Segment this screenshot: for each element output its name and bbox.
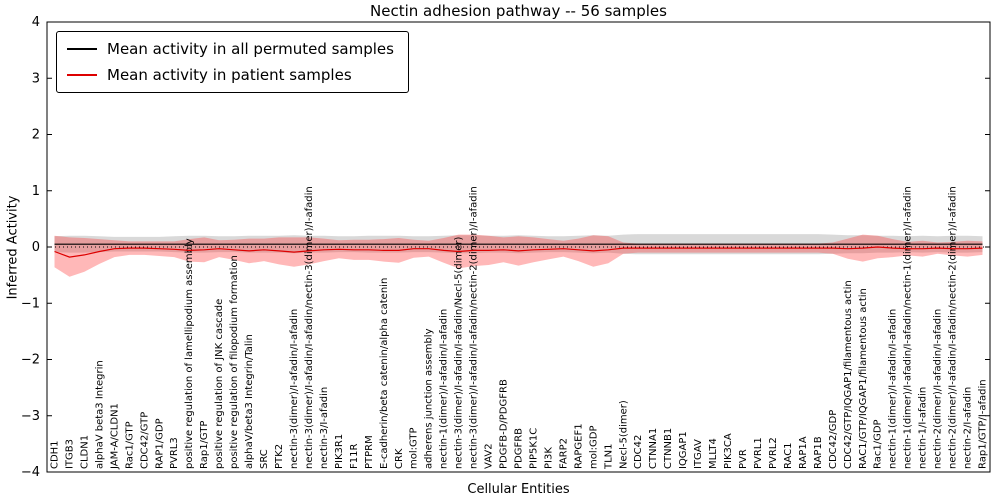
category-label: Rac1/GDP: [873, 419, 884, 469]
category-label: PVRL2: [768, 437, 779, 469]
category-label: Rac1/GTP: [124, 421, 135, 469]
category-label: FARP2: [558, 438, 569, 469]
category-label: positive regulation of lamellipodium ass…: [184, 238, 195, 469]
x-axis-label: Cellular Entities: [467, 482, 570, 497]
category-label: alphaV/beta3 Integrin/Talin: [244, 334, 255, 469]
category-label: mol:GDP: [588, 426, 599, 470]
category-label: CLDN1: [79, 435, 90, 469]
category-label: CTNNA1: [648, 428, 659, 469]
category-label: JAM-A/CLDN1: [109, 403, 120, 470]
legend-label-permuted: Mean activity in all permuted samples: [107, 40, 394, 58]
category-label: nectin-1(dimer)/I-afadin/I-afadin: [888, 309, 899, 469]
y-tick-label: 0: [32, 240, 40, 255]
category-label: CDC42: [633, 435, 644, 469]
category-label: nectin-1(dimer)/I-afadin/I-afadin/nectin…: [903, 186, 914, 469]
category-label: nectin-3(dimer)/I-afadin/I-afadin/Necl-5…: [454, 236, 465, 469]
category-label: PIK3R1: [334, 434, 345, 469]
category-label: ITGB3: [64, 439, 75, 469]
category-label: nectin-1/I-afadin: [918, 387, 929, 469]
y-tick-label: −4: [21, 465, 40, 480]
y-tick-label: 4: [32, 15, 40, 30]
chart-title: Nectin adhesion pathway -- 56 samples: [370, 2, 667, 20]
category-label: alphaV beta3 Integrin: [94, 360, 105, 469]
category-label: PTK2: [274, 444, 285, 469]
category-label: nectin-3(dimer)/I-afadin/I-afadin/nectin…: [304, 186, 315, 469]
legend-label-patient: Mean activity in patient samples: [107, 66, 352, 84]
legend-line-permuted-swatch: [67, 48, 97, 50]
category-label: VAV2: [484, 443, 495, 469]
y-tick-label: 3: [32, 71, 40, 86]
category-label: IQGAP1: [678, 431, 689, 469]
category-label: positive regulation of filopodium format…: [229, 255, 240, 469]
category-label: mol:GTP: [409, 427, 420, 469]
category-label: adherens junction assembly: [424, 328, 435, 469]
legend-line-patient-swatch: [67, 74, 97, 76]
category-label: nectin-3/I-afadin: [319, 387, 330, 469]
category-label: nectin-3(dimer)/I-afadin/I-afadin/nectin…: [469, 186, 480, 469]
category-label: PIK3CA: [723, 433, 734, 469]
category-label: CDC42/GTP/IQGAP1/filamentous actin: [843, 280, 854, 469]
y-tick-label: −1: [21, 296, 40, 311]
category-label: RAP1B: [813, 436, 824, 469]
category-label: PIP5K1C: [528, 428, 539, 469]
y-tick-label: −2: [21, 353, 40, 368]
category-label: nectin-2/I-afadin: [963, 387, 974, 469]
category-label: CDC42/GTP: [139, 412, 150, 469]
category-label: MLLT4: [708, 438, 719, 469]
category-label: RAP1A: [798, 436, 809, 469]
category-label: nectin-1(dimer)/I-afadin/I-afadin: [439, 309, 450, 469]
category-label: PTPRM: [364, 435, 375, 469]
category-label: PVR: [738, 449, 749, 469]
category-label: RAC1/GTP/IQGAP1/filamentous actin: [858, 288, 869, 469]
category-label: SRC: [259, 449, 270, 469]
y-axis-label: Inferred Activity: [5, 195, 21, 300]
category-label: PDGFRB: [514, 428, 525, 469]
category-label: CDH1: [49, 440, 60, 469]
category-label: nectin-3(dimer)/I-afadin/I-afadin: [289, 309, 300, 469]
category-label: Rap1/GTP/I-afadin: [978, 379, 989, 469]
category-label: CRK: [394, 448, 405, 469]
category-label: Necl-5(dimer): [618, 400, 629, 469]
category-label: nectin-2(dimer)/I-afadin/I-afadin: [933, 309, 944, 469]
category-label: positive regulation of JNK cascade: [214, 299, 225, 469]
category-label: PDGFB-D/PDGFRB: [499, 379, 510, 469]
category-label: PVRL3: [169, 437, 180, 469]
category-label: E-cadherin/beta catenin/alpha catenin: [379, 278, 390, 469]
category-label: ITGAV: [693, 439, 704, 469]
legend: Mean activity in all permuted samples Me…: [56, 31, 409, 93]
category-label: Rap1/GTP: [199, 421, 210, 469]
y-tick-label: 2: [32, 128, 40, 143]
category-label: nectin-2(dimer)/I-afadin/I-afadin/nectin…: [948, 186, 959, 469]
category-label: F11R: [349, 444, 360, 469]
category-label: RAPGEF1: [573, 423, 584, 469]
category-label: CTNNB1: [663, 428, 674, 469]
category-label: RAP1/GDP: [154, 418, 165, 469]
legend-entry-permuted: Mean activity in all permuted samples: [67, 40, 394, 58]
category-label: PI3K: [543, 447, 554, 469]
category-label: CDC42/GDP: [828, 410, 839, 469]
legend-entry-patient: Mean activity in patient samples: [67, 66, 394, 84]
category-label: TLN1: [603, 443, 614, 470]
y-tick-label: 1: [32, 184, 40, 199]
category-label: PVRL1: [753, 437, 764, 469]
y-tick-label: −3: [21, 409, 40, 424]
category-label: RAC1: [783, 442, 794, 469]
